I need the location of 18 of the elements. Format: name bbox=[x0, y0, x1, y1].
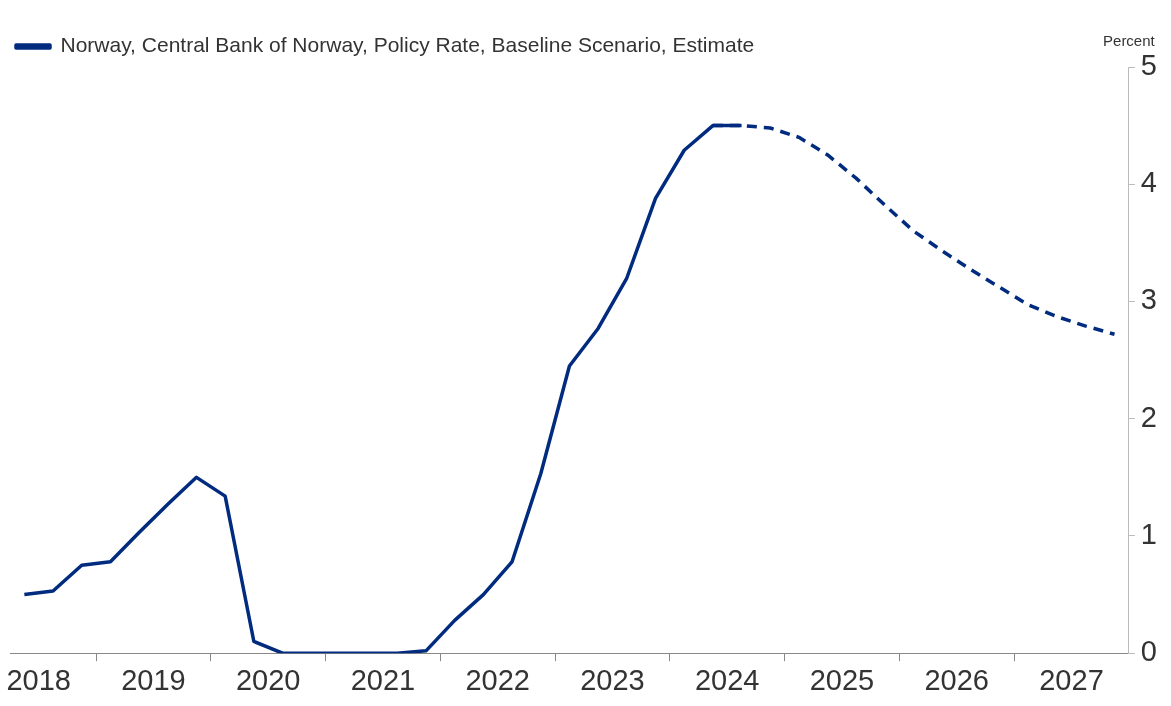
x-tick-label: 2019 bbox=[121, 663, 186, 696]
x-tick-label: 2024 bbox=[694, 663, 760, 696]
y-axis-title: Percent bbox=[1103, 31, 1156, 49]
x-tick-label: 2026 bbox=[924, 663, 989, 696]
x-tick-label: 2022 bbox=[465, 663, 530, 696]
x-tick-label: 2027 bbox=[1039, 663, 1104, 696]
legend-label: Norway, Central Bank of Norway, Policy Rate, Baseline Scenario, Estimate bbox=[60, 33, 755, 57]
y-tick-label: 1 bbox=[1140, 517, 1158, 550]
y-tick-label: 4 bbox=[1140, 166, 1158, 199]
y-tick-label: 0 bbox=[1140, 635, 1158, 668]
y-tick-label: 2 bbox=[1140, 400, 1158, 433]
x-tick-label: 2025 bbox=[809, 663, 875, 696]
y-tick-label: 5 bbox=[1140, 49, 1158, 81]
x-tick-label: 2020 bbox=[235, 663, 301, 696]
y-tick-label: 3 bbox=[1140, 283, 1158, 316]
x-tick-label: 2023 bbox=[580, 663, 645, 696]
x-tick-label: 2021 bbox=[350, 663, 416, 696]
x-tick-label: 2018 bbox=[6, 663, 71, 696]
